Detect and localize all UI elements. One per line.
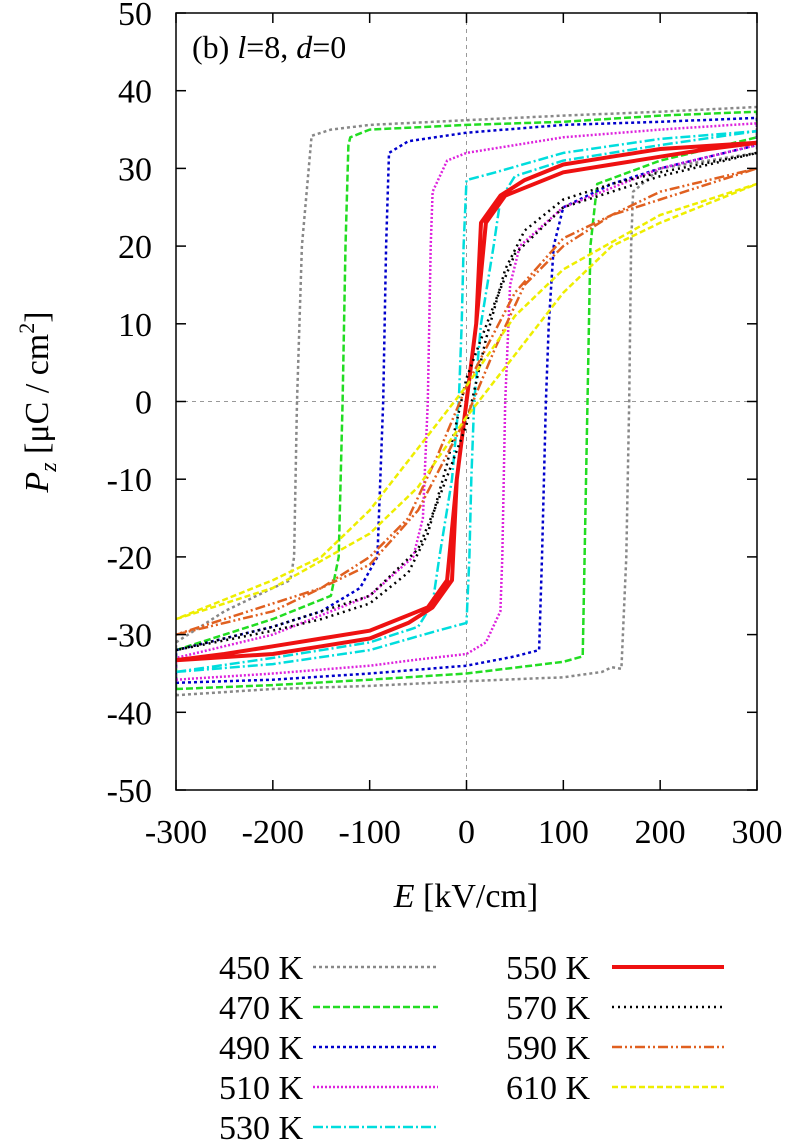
y-tick-label: 20 — [118, 229, 152, 266]
series-layer — [176, 105, 757, 697]
y-axis-ticks: -50 -40 -30 -20 -10 0 10 20 30 40 50 — [107, 0, 757, 810]
panel-label: (b) l=8, d=0 — [192, 29, 346, 65]
plot-frame: -300 -200 -100 0 100 200 300 -50-40-30-20-1001… — [107, 0, 783, 851]
legend-label-530-k: 530 K — [219, 1110, 304, 1147]
series-line-450-k — [176, 105, 757, 697]
legend-label-490-k: 490 K — [219, 1030, 304, 1067]
y-tick-label: -20 — [107, 540, 152, 577]
legend-label-570-k: 570 K — [506, 990, 591, 1027]
y-tick-label: 50 — [118, 0, 152, 33]
series-line-590-k — [176, 167, 757, 636]
x-tick-label: 200 — [635, 814, 686, 851]
series-line-550-k — [176, 140, 757, 663]
legend-label-510-k: 510 K — [219, 1070, 304, 1107]
x-axis-label: E [kV/cm] — [393, 878, 538, 915]
x-tick-label: 0 — [458, 814, 475, 851]
legend-label-470-k: 470 K — [219, 990, 304, 1027]
series-line-470-k — [176, 110, 757, 691]
legend-label-590-k: 590 K — [506, 1030, 591, 1067]
y-tick-label: 0 — [135, 385, 152, 422]
y-tick-label: -50 — [107, 773, 152, 810]
legend-label-450-k: 450 K — [219, 950, 304, 987]
y-tick-label: 30 — [118, 151, 152, 188]
legend-label-610-k: 610 K — [506, 1070, 591, 1107]
series-line-570-k — [176, 151, 757, 652]
y-axis-label: Pz [μC / cm2] — [14, 311, 62, 493]
x-tick-label: -100 — [339, 814, 401, 851]
y-tick-label: 40 — [118, 74, 152, 111]
x-tick-label: 100 — [538, 814, 589, 851]
series-line-610-k — [176, 182, 757, 621]
y-tick-label: 10 — [118, 307, 152, 344]
x-tick-label: -300 — [145, 814, 207, 851]
y-tick-label: -30 — [107, 618, 152, 655]
x-tick-label: -200 — [242, 814, 304, 851]
y-tick-label: -40 — [107, 695, 152, 732]
y-tick-label: -10 — [107, 462, 152, 499]
x-tick-label: 300 — [732, 814, 783, 851]
legend-label-550-k: 550 K — [506, 950, 591, 987]
x-axis-ticks: -300 -200 -100 0 100 200 300 — [145, 13, 783, 851]
